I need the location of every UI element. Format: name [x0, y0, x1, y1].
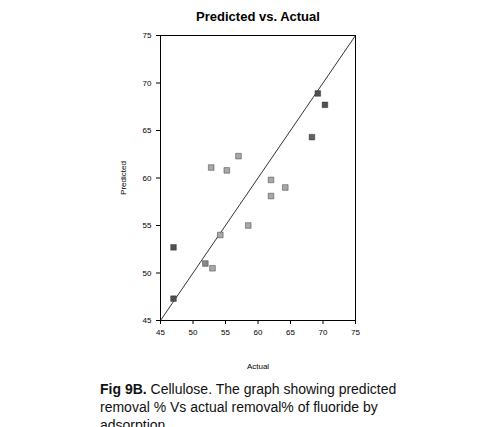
svg-text:55: 55 — [143, 221, 152, 230]
svg-text:65: 65 — [286, 328, 295, 337]
svg-text:50: 50 — [189, 328, 198, 337]
svg-text:55: 55 — [221, 328, 230, 337]
svg-text:50: 50 — [143, 269, 152, 278]
svg-text:70: 70 — [319, 328, 328, 337]
svg-text:45: 45 — [143, 316, 152, 325]
svg-text:75: 75 — [351, 328, 360, 337]
svg-text:Predicted: Predicted — [119, 161, 128, 195]
html-text:Fig 9B.: Fig 9B. — [100, 381, 147, 397]
svg-text:Predicted vs. Actual: Predicted vs. Actual — [196, 9, 320, 24]
svg-text:70: 70 — [143, 79, 152, 88]
svg-text:65: 65 — [143, 126, 152, 135]
svg-text:60: 60 — [143, 174, 152, 183]
svg-text:75: 75 — [143, 31, 152, 40]
svg-text:45: 45 — [156, 328, 165, 337]
svg-text:Actual: Actual — [247, 362, 269, 371]
svg-text:60: 60 — [254, 328, 263, 337]
